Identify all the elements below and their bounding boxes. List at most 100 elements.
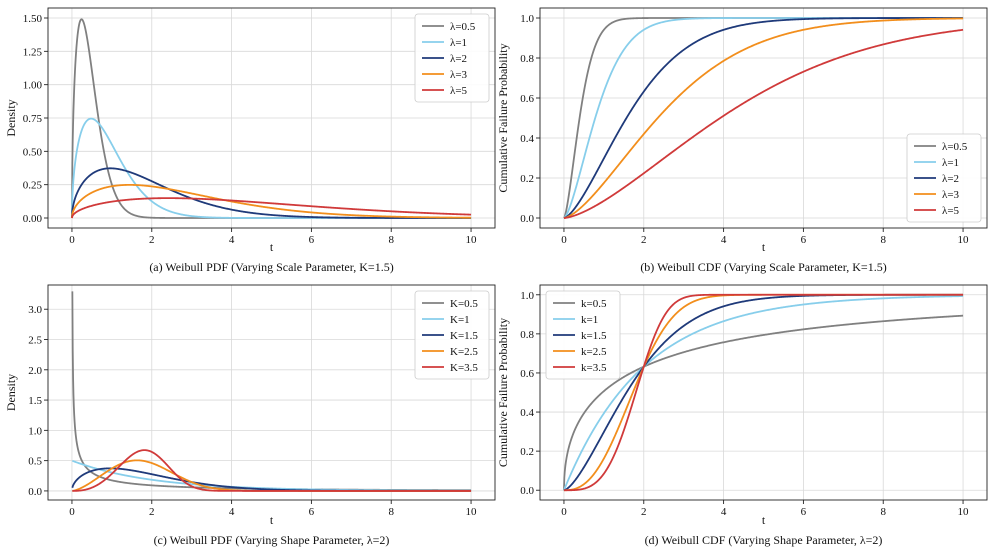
series-line-5: [72, 449, 472, 492]
series-line-4: [72, 459, 472, 492]
chart-caption: (d) Weibull CDF (Varying Shape Parameter…: [645, 533, 883, 547]
x-tick-label: 4: [721, 506, 727, 518]
x-axis-label: t: [762, 513, 766, 527]
x-tick-label: 4: [721, 234, 727, 246]
legend-box: [906, 133, 982, 223]
y-tick-label: 1.0: [520, 290, 534, 302]
series-line-5: [563, 28, 964, 219]
x-tick-label: 6: [801, 234, 807, 246]
x-tick-label: 10: [958, 234, 970, 246]
x-tick-label: 2: [149, 506, 155, 518]
chart-panel-b: 0 2 4 6 8 10 0.0 0.2 0.4 0.6 0.8 1.0 t Cumulative Fai…: [496, 7, 988, 274]
legend-label: λ=3: [450, 69, 468, 81]
legend-label: k=0.5: [581, 298, 607, 310]
y-tick-label: 1.0: [28, 425, 42, 437]
y-tick-label: 2.5: [28, 335, 42, 347]
y-tick-label: 0.0: [28, 486, 42, 498]
legend-label: K=0.5: [450, 298, 478, 310]
y-tick-label: 3.0: [28, 304, 42, 316]
legend-label: λ=2: [450, 53, 467, 65]
legend-box: [414, 290, 490, 380]
legend-label: K=2.5: [450, 346, 478, 358]
legend: λ=0.5 λ=1 λ=2 λ=3 λ=5: [414, 13, 490, 103]
x-tick-label: 8: [388, 506, 394, 518]
y-tick-label: 0.6: [520, 368, 534, 380]
legend-box: [414, 13, 490, 103]
y-tick-label: 1.5: [28, 395, 42, 407]
plot-frame: [539, 7, 988, 229]
legend: k=0.5 k=1 k=1.5 k=2.5 k=3.5: [545, 290, 621, 380]
x-tick-label: 0: [561, 506, 567, 518]
chart-caption: (b) Weibull CDF (Varying Scale Parameter…: [640, 260, 886, 274]
y-axis-label: Density: [4, 374, 18, 411]
series-line-4: [563, 17, 964, 219]
y-tick-label: 0.00: [23, 213, 43, 225]
series-line-1: [563, 314, 964, 491]
x-tick-label: 6: [309, 234, 315, 246]
series-line-3: [71, 167, 472, 219]
y-tick-label: 0.25: [23, 180, 43, 192]
legend-label: λ=1: [450, 37, 467, 49]
legend-label: k=1.5: [581, 330, 607, 342]
legend-label: λ=1: [942, 157, 959, 169]
y-tick-label: 1.0: [520, 13, 534, 25]
legend-label: λ=0.5: [450, 21, 476, 33]
y-tick-label: 0.50: [23, 146, 43, 158]
y-tick-label: 0.2: [520, 173, 534, 185]
y-axis-label: Cumulative Failure Probability: [496, 318, 510, 467]
x-tick-label: 4: [229, 506, 235, 518]
y-tick-label: 0.8: [520, 329, 534, 341]
x-axis-label: t: [270, 240, 274, 254]
legend-label: K=3.5: [450, 362, 478, 374]
x-tick-label: 8: [388, 234, 394, 246]
y-tick-label: 0.0: [520, 485, 534, 497]
y-tick-label: 1.50: [23, 13, 43, 25]
legend-label: λ=3: [942, 189, 960, 201]
legend-label: K=1.5: [450, 330, 478, 342]
x-axis-label: t: [270, 513, 274, 527]
legend-label: λ=0.5: [942, 141, 968, 153]
series-line-5: [563, 293, 964, 492]
x-tick-label: 8: [880, 506, 886, 518]
series-line-1: [71, 18, 472, 219]
series-line-3: [563, 17, 964, 219]
x-tick-label: 10: [958, 506, 970, 518]
legend-label: k=3.5: [581, 362, 607, 374]
chart-panel-d: 0 2 4 6 8 10 0.0 0.2 0.4 0.6 0.8 1.0 t Cumulative Fai…: [496, 284, 988, 547]
x-tick-label: 2: [641, 234, 647, 246]
x-axis-label: t: [762, 240, 766, 254]
x-tick-label: 6: [801, 506, 807, 518]
legend: K=0.5 K=1 K=1.5 K=2.5 K=3.5: [414, 290, 490, 380]
y-tick-label: 0.2: [520, 446, 534, 458]
x-tick-label: 10: [466, 234, 478, 246]
chart-caption: (a) Weibull PDF (Varying Scale Parameter…: [149, 260, 393, 274]
legend-label: λ=5: [942, 205, 960, 217]
x-tick-label: 10: [466, 506, 478, 518]
legend-label: k=2.5: [581, 346, 607, 358]
plot-frame: [539, 284, 988, 501]
chart-panel-c: 0 2 4 6 8 10 0.0 0.5 1.0 1.5 2.0 2.5 3.0 t Density (c) …: [4, 284, 496, 547]
x-tick-label: 2: [149, 234, 155, 246]
y-tick-label: 1.25: [23, 46, 43, 58]
x-tick-label: 4: [229, 234, 235, 246]
y-tick-label: 0.4: [520, 407, 534, 419]
y-tick-label: 0.5: [28, 456, 42, 468]
legend-label: K=1: [450, 314, 470, 326]
chart-panel-a: 0 2 4 6 8 10 0.00 0.25 0.50 0.75 1.00 1.25 1.50 t Dens…: [4, 7, 496, 274]
series-line-3: [563, 293, 964, 492]
y-axis-label: Density: [4, 99, 18, 136]
legend: λ=0.5 λ=1 λ=2 λ=3 λ=5: [906, 133, 982, 223]
y-tick-label: 0.6: [520, 93, 534, 105]
y-tick-label: 0.75: [23, 113, 43, 125]
series-line-4: [71, 183, 472, 219]
y-tick-label: 0.4: [520, 133, 534, 145]
y-tick-label: 1.00: [23, 80, 43, 92]
series-line-5: [71, 197, 472, 219]
series-line-4: [563, 293, 964, 492]
legend-label: k=1: [581, 314, 598, 326]
y-axis-label: Cumulative Failure Probability: [496, 43, 510, 192]
x-tick-label: 8: [880, 234, 886, 246]
y-tick-label: 2.0: [28, 365, 42, 377]
